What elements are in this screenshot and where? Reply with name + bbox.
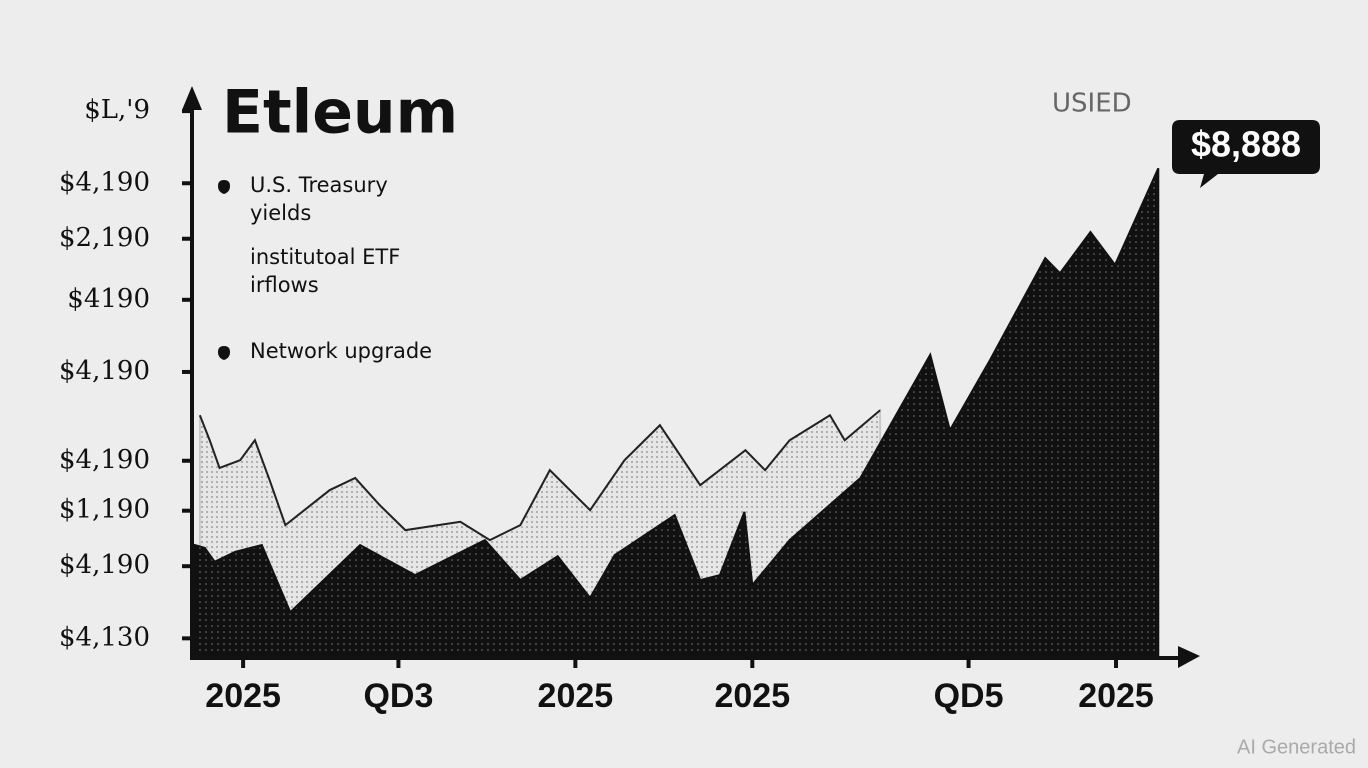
watermark: AI Generated — [1237, 736, 1356, 758]
y-tick-label: $4,190 — [59, 167, 150, 197]
annotation: U.S. Treasury — [250, 173, 388, 197]
plot-area — [193, 167, 1160, 656]
x-tick-label: 2025 — [714, 677, 790, 715]
callout: $8,888 — [1191, 124, 1301, 165]
x-tick-label: QD3 — [363, 677, 433, 715]
area — [193, 167, 1160, 656]
annotation: Network upgrade — [250, 339, 432, 363]
x-tick-label: 2025 — [538, 677, 614, 715]
y-tick-label: $4,190 — [59, 550, 150, 580]
y-tick-label: $1,190 — [59, 495, 150, 525]
annotation-bullet — [218, 180, 230, 194]
y-tick-label: $4190 — [67, 284, 150, 314]
y-tick-label: $4,190 — [59, 356, 150, 386]
callout-box — [1172, 120, 1320, 188]
chart-title: Etleum — [222, 78, 458, 148]
y-tick-label: $L,'9 — [84, 95, 150, 125]
corner-label: USIED — [1052, 89, 1132, 119]
y-tick-label: $4,130 — [59, 622, 150, 652]
annotation: irflows — [250, 273, 319, 297]
annotation: institutoal ETF — [250, 245, 400, 269]
annotation: yields — [250, 201, 311, 225]
x-tick-label: 2025 — [205, 677, 281, 715]
annotation-bullet — [218, 346, 230, 360]
y-tick-label: $4,190 — [59, 445, 150, 475]
line — [198, 409, 881, 542]
x-tick-label: QD5 — [934, 677, 1004, 715]
axes — [190, 95, 1190, 660]
x-tick-label: 2025 — [1078, 677, 1154, 715]
y-tick-label: $2,190 — [59, 223, 150, 253]
